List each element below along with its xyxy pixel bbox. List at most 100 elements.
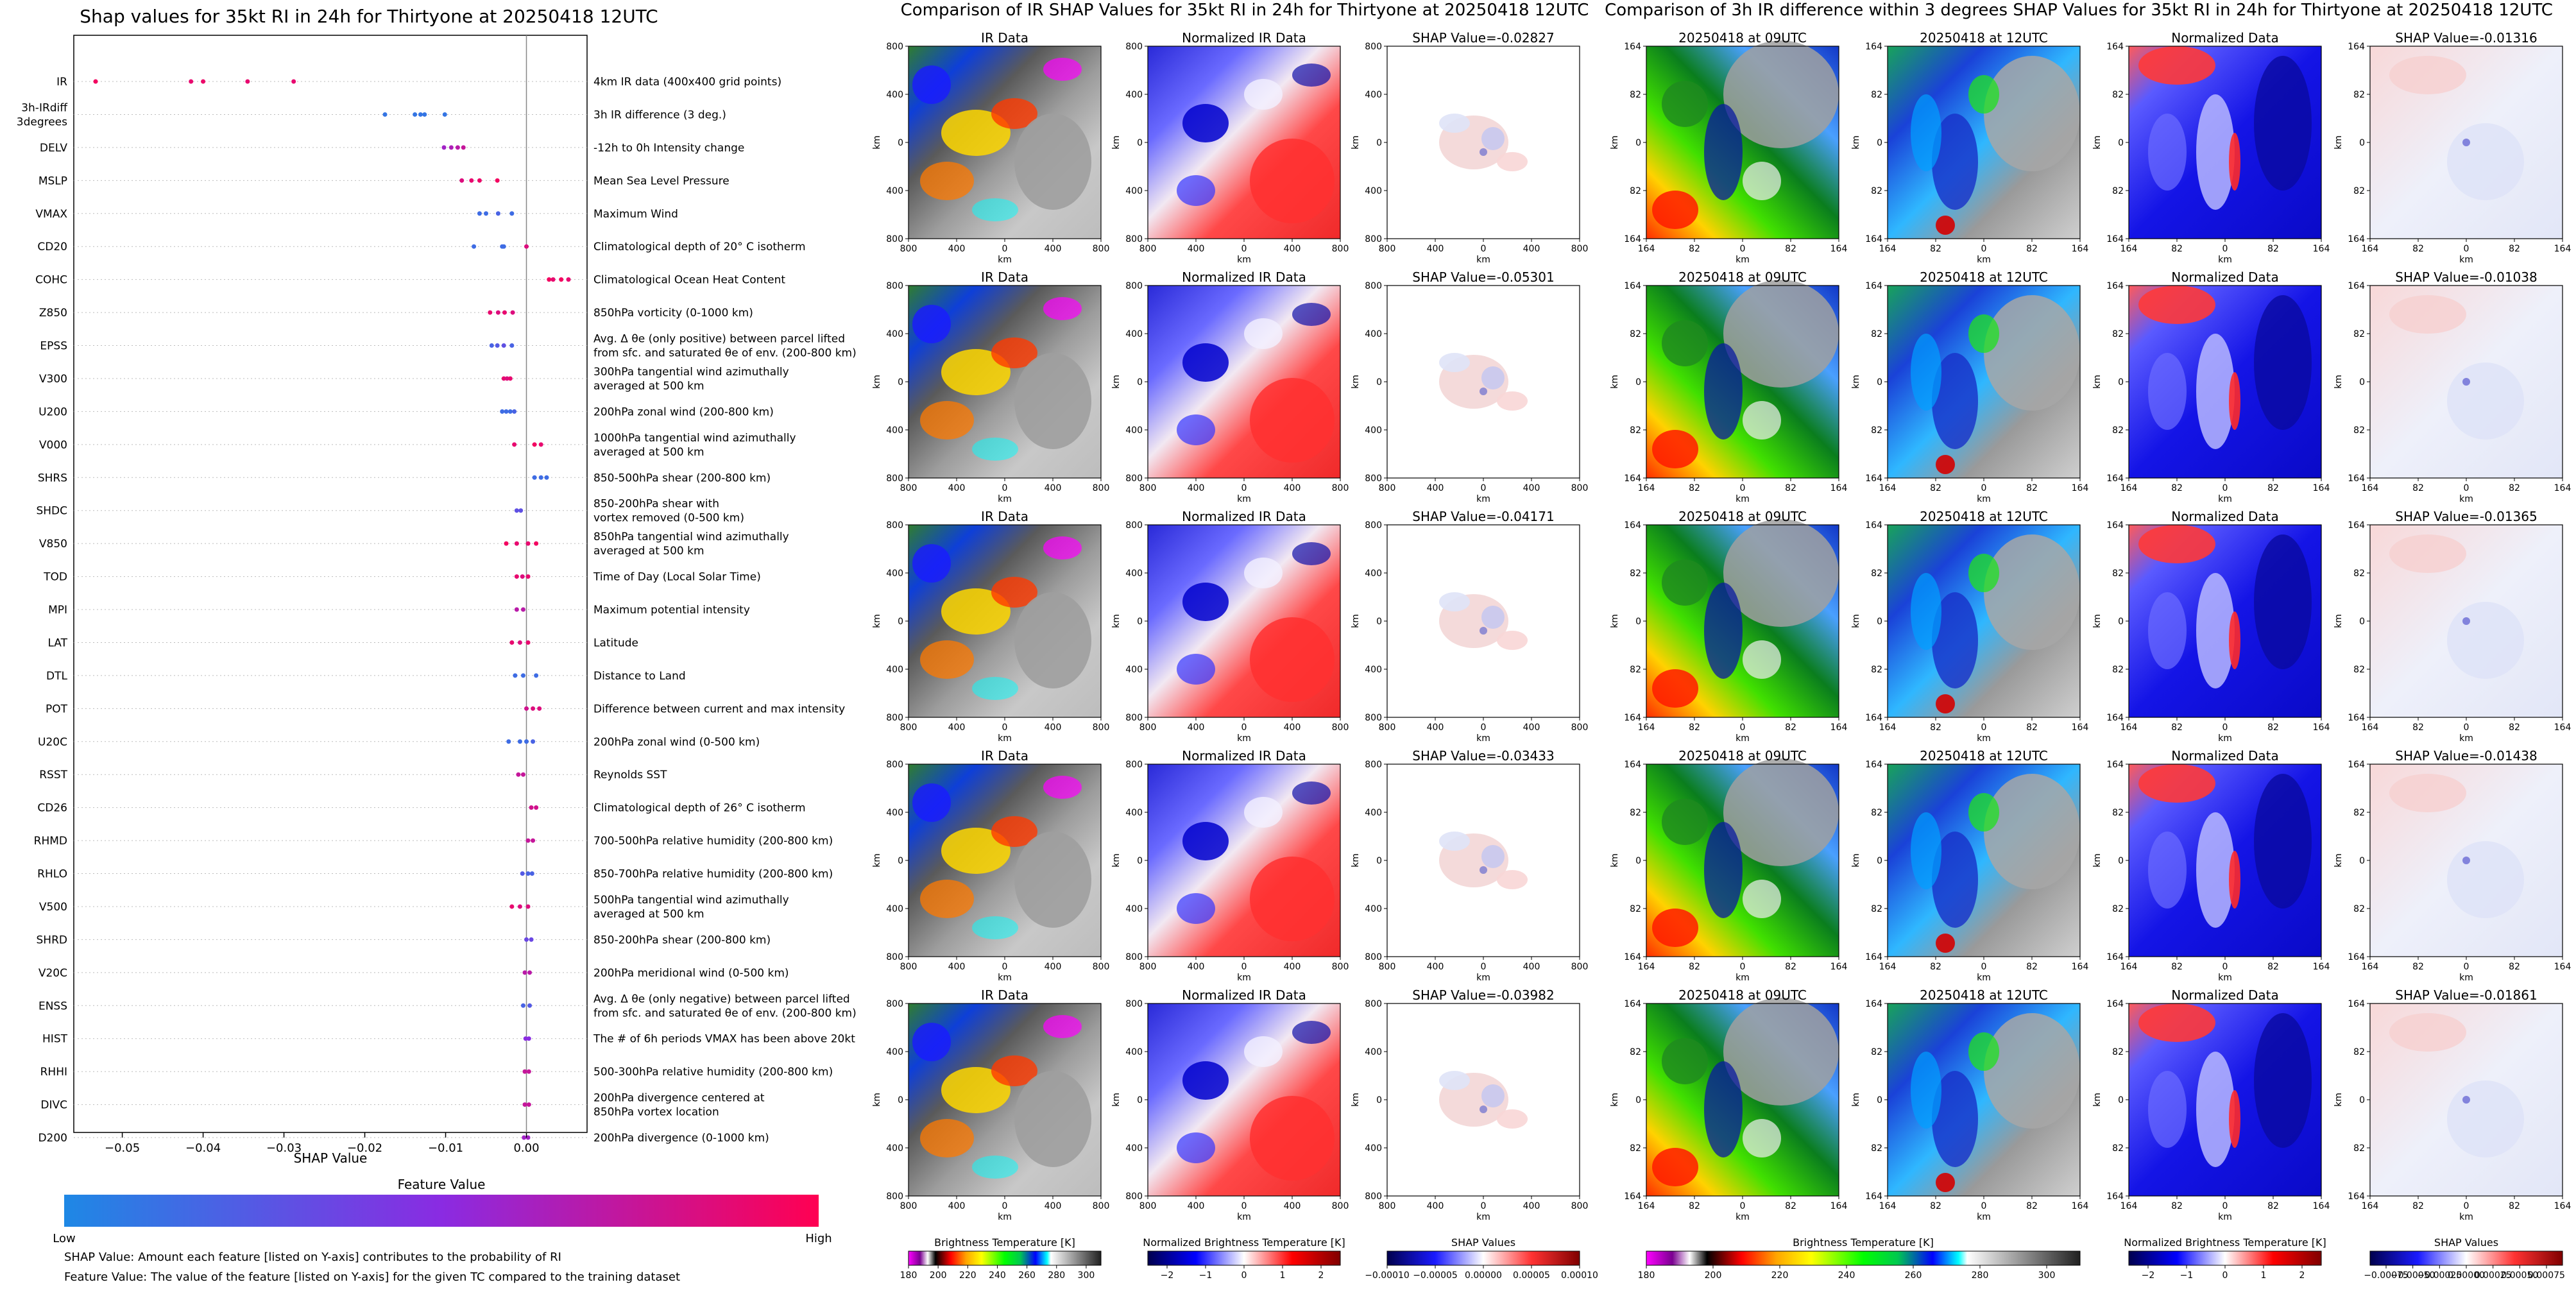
panel-y-tick-label: 400 xyxy=(886,329,903,339)
shap-point xyxy=(520,871,525,876)
shap-feature-label-enss: ENSS xyxy=(38,1000,67,1012)
panel-y-label: km xyxy=(2333,853,2344,867)
panel-y-label: km xyxy=(1111,853,1122,867)
shap-x-tick-label: −0.01 xyxy=(428,1141,463,1155)
panel-y-tick-label: 400 xyxy=(1365,186,1382,196)
bottom-colorbars: Brightness Temperature [K]180 200 220 240 26… xyxy=(900,1236,2565,1281)
panel-x-label: km xyxy=(1237,1212,1251,1222)
shap-x-tick-label: −0.05 xyxy=(105,1141,140,1155)
colorbar-tick-label: −0.00025 xyxy=(2418,1270,2462,1281)
panel-y-label: km xyxy=(1111,1093,1122,1107)
panel-x-tick-label: 800 xyxy=(1379,962,1396,972)
shap-point xyxy=(523,1036,528,1041)
panel-feature xyxy=(1043,536,1082,559)
shap-point xyxy=(529,937,534,942)
panel-x-tick-label: 800 xyxy=(1571,483,1589,493)
panel-feature xyxy=(2148,114,2187,191)
shap-point xyxy=(513,673,518,678)
panel-feature xyxy=(1652,669,1698,708)
panel-x-tick-label: 164 xyxy=(1879,483,1897,493)
panel-y-tick-label: 0 xyxy=(1877,856,1882,866)
shap-feature-label-cohc: COHC xyxy=(35,274,67,287)
panel-y-label: km xyxy=(1610,375,1620,389)
panel-y-tick-label: 164 xyxy=(2106,713,2124,723)
panel-x-tick-label: 0 xyxy=(1481,483,1487,493)
panel-feature xyxy=(1182,1061,1229,1100)
panel-y-tick-label: 82 xyxy=(1871,425,1882,436)
panel-x-tick-label: 400 xyxy=(948,962,966,972)
shap-point xyxy=(532,442,537,447)
panel-y-tick-label: 82 xyxy=(1630,568,1641,579)
panel-feature xyxy=(920,640,974,679)
panel-feature xyxy=(2148,592,2187,669)
panel-x-tick-label: 400 xyxy=(1188,722,1205,733)
panel-feature xyxy=(1043,1015,1082,1038)
shap-feature-description: 850hPa vorticity (0-1000 km) xyxy=(593,307,753,320)
panel-y-tick-label: 0 xyxy=(1635,138,1641,148)
panel-y-tick-label: 164 xyxy=(2106,1191,2124,1202)
panel-x-tick-label: 164 xyxy=(1830,962,1848,972)
panel-y-tick-label: 400 xyxy=(1125,808,1143,818)
panel-y-tick-label: 164 xyxy=(1865,520,1882,531)
panel-y-tick-label: 164 xyxy=(2348,1191,2365,1202)
colorbar-label: Normalized Brightness Temperature [K] xyxy=(1143,1236,1345,1249)
panel-x-tick-label: 400 xyxy=(1188,483,1205,493)
shap-point xyxy=(520,1003,525,1008)
panel-x-tick-label: 800 xyxy=(1332,1201,1349,1211)
panel-x-tick-label: 164 xyxy=(1638,1201,1655,1211)
panel-y-tick-label: 164 xyxy=(2348,713,2365,723)
panel-y-tick-label: 400 xyxy=(886,1047,903,1057)
panel-y-tick-label: 82 xyxy=(1630,904,1641,914)
panel-y-label: km xyxy=(1351,1093,1361,1107)
shap-feature-label-epss: EPSS xyxy=(40,340,67,353)
panel-y-tick-label: 164 xyxy=(1865,234,1882,244)
panel-x-tick-label: 164 xyxy=(1879,962,1897,972)
panel-x-label: km xyxy=(2459,494,2473,504)
shap-point xyxy=(525,1135,531,1140)
shap-point xyxy=(504,409,509,414)
panel-y-tick-label: 164 xyxy=(1624,713,1641,723)
panel-y-tick-label: 400 xyxy=(886,665,903,675)
panel-x-tick-label: 164 xyxy=(1879,722,1897,733)
panel-y-tick-label: 400 xyxy=(1365,90,1382,100)
panel-feature xyxy=(920,162,974,200)
panel-y-tick-label: 164 xyxy=(1865,952,1882,962)
feature-colorbar-high: High xyxy=(805,1232,832,1245)
shap-feature-description: 200hPa divergence centered at 850hPa vort… xyxy=(593,1092,765,1119)
panel-feature xyxy=(1984,1013,2080,1129)
colorbar-gradient xyxy=(2128,1251,2322,1266)
panel-x-tick-label: 400 xyxy=(1427,1201,1444,1211)
panel-title: 20250418 at 12UTC xyxy=(1920,30,2048,46)
panel-y-tick-label: 164 xyxy=(2106,952,2124,962)
shap-point xyxy=(547,277,552,282)
panel-y-tick-label: 0 xyxy=(1877,377,1882,388)
panel-feature xyxy=(1723,998,1839,1105)
shap-feature-label-v000: V000 xyxy=(39,439,67,452)
colorbar-tick-label: −0.00075 xyxy=(2364,1270,2409,1281)
panel-x-label: km xyxy=(998,494,1012,504)
panel-title: Normalized IR Data xyxy=(1182,30,1306,46)
shap-plot-frame xyxy=(73,35,588,1133)
panel-x-label: km xyxy=(1977,733,1991,744)
panel-x-tick-label: 800 xyxy=(1139,722,1157,733)
panel-y-tick-label: 400 xyxy=(886,904,903,914)
panel-x-tick-label: 400 xyxy=(1523,722,1540,733)
shap-point xyxy=(495,310,500,315)
panel-x-tick-label: 800 xyxy=(900,1201,917,1211)
panel-y-tick-label: 800 xyxy=(886,999,903,1009)
panel-feature xyxy=(1968,1032,1999,1071)
shap-feature-description: 300hPa tangential wind azimuthally averag… xyxy=(593,366,789,393)
panel-feature xyxy=(2138,1003,2215,1042)
panel-y-label: km xyxy=(1111,375,1122,389)
panel-x-tick-label: 0 xyxy=(2464,1201,2469,1211)
panel-y-tick-label: 800 xyxy=(886,520,903,531)
panel-title: 20250418 at 09UTC xyxy=(1678,30,1807,46)
panel-feature xyxy=(2229,611,2240,669)
panel-feature xyxy=(1932,353,1978,449)
panel-feature xyxy=(2254,1013,2312,1148)
